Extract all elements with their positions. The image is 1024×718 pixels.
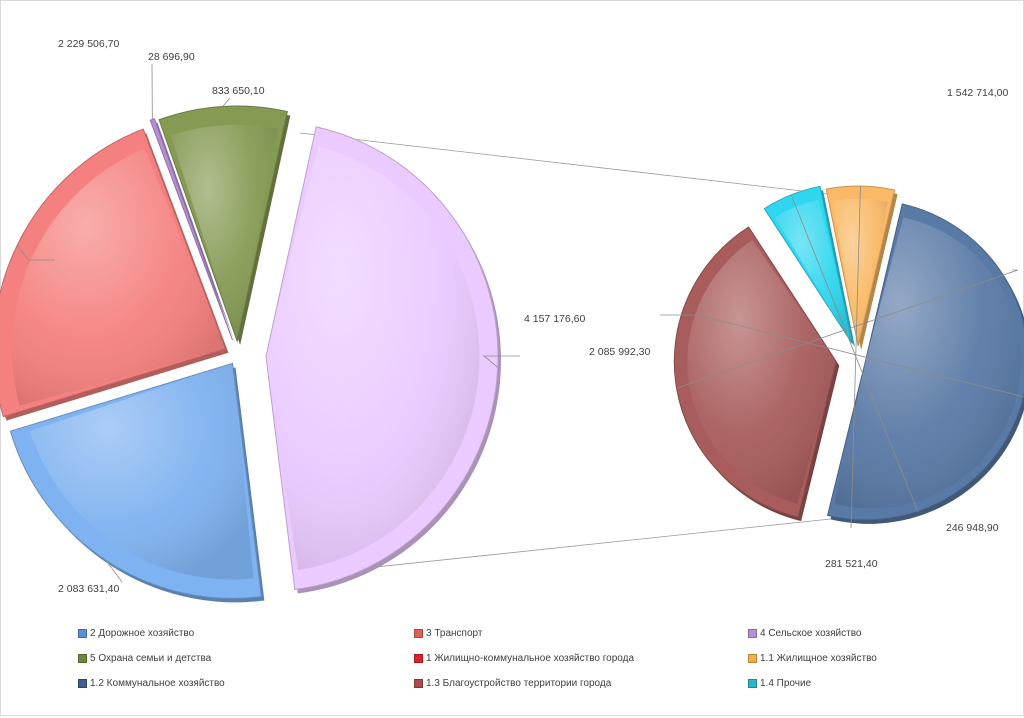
main-leader-line: [17, 244, 55, 261]
secondary-data-label: 1 542 714,00: [947, 87, 1008, 99]
legend-label: 1.2 Коммунальное хозяйство: [90, 678, 225, 689]
main-data-label: 2 083 631,40: [58, 583, 119, 595]
leader-lines: [17, 63, 1024, 583]
legend-item-4-сельское-хозяйство: 4 Сельское хозяйство: [748, 628, 862, 639]
legend-item-1-жилищно-коммунальное-хозяйство-города: 1 Жилищно-коммунальное хозяйство города: [414, 653, 634, 664]
secondary-leader-line: [790, 194, 919, 513]
legend-item-5-охрана-семьи-и-детства: 5 Охрана семьи и детства: [78, 653, 211, 664]
legend-swatch: [414, 629, 423, 638]
main-slice-4-сельское-хозяйство[interactable]: [149, 118, 233, 341]
secondary-leader-line: [850, 186, 861, 529]
legend-label: 1.3 Благоустройство территории города: [426, 678, 612, 689]
main-slice-1-жилищно-коммунальное-хозяйство-города-highlight: [265, 146, 480, 571]
main-data-label: 4 157 176,60: [524, 313, 585, 325]
legend-swatch: [748, 629, 757, 638]
main-data-label: 2 229 506,70: [58, 38, 119, 50]
secondary-data-label: 281 521,40: [825, 558, 878, 570]
secondary-slice-1-3-благоустройство-территории-города-highlight: [687, 240, 837, 504]
secondary-slice-1-2-коммунальное-хозяйство-highlight: [834, 217, 1021, 509]
main-leader-line: [105, 560, 123, 583]
legend-swatch: [748, 679, 757, 688]
main-slice-2-дорожное-хозяйство-highlight: [29, 363, 254, 580]
legend-item-1-1-жилищное-хозяйство: 1.1 Жилищное хозяйство: [748, 653, 877, 664]
legend-label: 4 Сельское хозяйство: [760, 628, 862, 639]
legend-swatch: [78, 654, 87, 663]
legend-label: 1.4 Прочие: [760, 678, 812, 689]
legend-item-3-транспорт: 3 Транспорт: [414, 628, 482, 639]
legend-item-1-2-коммунальное-хозяйство: 1.2 Коммунальное хозяйство: [78, 678, 225, 689]
secondary-data-label: 246 948,90: [946, 522, 999, 534]
legend-swatch: [414, 679, 423, 688]
legend-item-1-4-прочие: 1.4 Прочие: [748, 678, 811, 689]
legend-label: 1 Жилищно-коммунальное хозяйство города: [426, 653, 635, 664]
main-data-label: 28 696,90: [148, 51, 195, 63]
legend-item-2-дорожное-хозяйство: 2 Дорожное хозяйство: [78, 628, 194, 639]
connector-line-bottom: [299, 517, 841, 576]
secondary-slice-1-4-прочие-highlight: [774, 199, 852, 344]
main-leader-line: [482, 355, 520, 368]
secondary-leader-line: [676, 269, 1019, 389]
legend-label: 1.1 Жилищное хозяйство: [760, 653, 877, 664]
secondary-slice-1-1-жилищное-хозяйство-highlight: [832, 198, 888, 347]
main-leader-line: [222, 97, 231, 107]
pie-chart: 4 157 176,60 2 083 631,40 2 229 506,70 28 6…: [0, 38, 1024, 603]
pie-slices: [0, 105, 1024, 603]
legend-swatch: [748, 654, 757, 663]
secondary-data-label: 2 085 992,30: [589, 346, 650, 358]
legend-swatch: [78, 679, 87, 688]
connector-lines: [299, 132, 881, 576]
legend-label: 3 Транспорт: [426, 628, 483, 639]
legend-swatch: [78, 629, 87, 638]
main-slice-3-транспорт-highlight: [12, 148, 226, 406]
main-data-label: 833 650,10: [212, 85, 265, 97]
data-labels: 4 157 176,60 2 083 631,40 2 229 506,70 28 6…: [58, 38, 1008, 595]
legend-label: 2 Дорожное хозяйство: [90, 628, 195, 639]
legend-swatch: [414, 654, 423, 663]
legend-item-1-3-благоустройство-территории-города: 1.3 Благоустройство территории города: [414, 678, 611, 689]
secondary-leader-line: [660, 314, 1024, 398]
main-slice-5-охрана-семьи-и-детства-highlight: [170, 124, 278, 342]
connector-line-top: [299, 132, 881, 201]
legend-label: 5 Охрана семьи и детства: [90, 653, 212, 664]
